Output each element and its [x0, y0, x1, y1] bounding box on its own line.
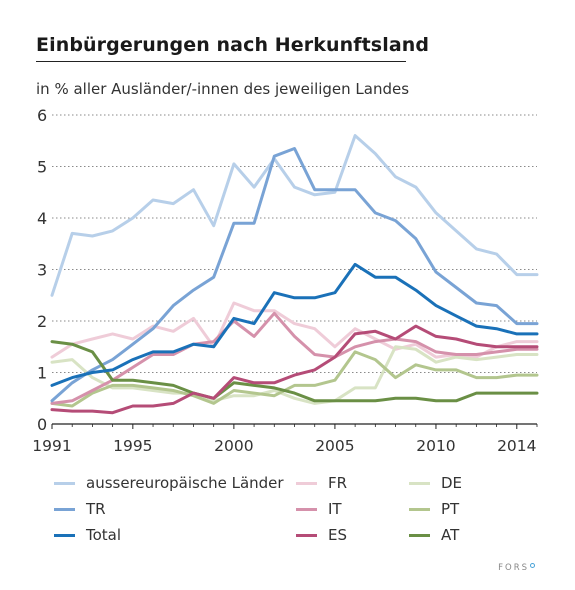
- y-tick-label: 1: [37, 364, 47, 383]
- series-line-de: [50, 345, 539, 405]
- y-tick-label: 5: [37, 158, 47, 177]
- x-tick-label: 2000: [214, 437, 253, 455]
- series-line-aussereurop-ische-l-nder: [50, 134, 539, 297]
- x-tick-label: 1995: [113, 437, 152, 455]
- chart-title: Einbürgerungen nach Herkunftsland: [36, 34, 430, 56]
- fors-logo-dot: [530, 563, 535, 568]
- y-tick-label: 6: [37, 106, 47, 125]
- series-line-es: [50, 324, 539, 415]
- y-tick-label: 4: [37, 209, 47, 228]
- series-line-pt: [50, 350, 539, 408]
- chart-subtitle: in % aller Ausländer/-innen des jeweilig…: [36, 80, 410, 98]
- x-tick-label: 2010: [416, 437, 455, 455]
- y-tick-label: 3: [37, 261, 47, 280]
- x-tick-label: 1991: [32, 437, 71, 455]
- series-line-total: [50, 262, 539, 387]
- series-line-it: [50, 311, 539, 405]
- fors-logo: FORS: [498, 563, 535, 573]
- series-line-at: [50, 340, 539, 403]
- series-line-tr: [50, 147, 539, 403]
- y-tick-label: 0: [37, 415, 47, 434]
- x-tick-label: 2005: [315, 437, 354, 455]
- fors-logo-text: FORS: [498, 563, 529, 573]
- y-tick-label: 2: [37, 312, 47, 331]
- title-rule: [36, 61, 406, 62]
- x-tick-label: 2014: [497, 437, 536, 455]
